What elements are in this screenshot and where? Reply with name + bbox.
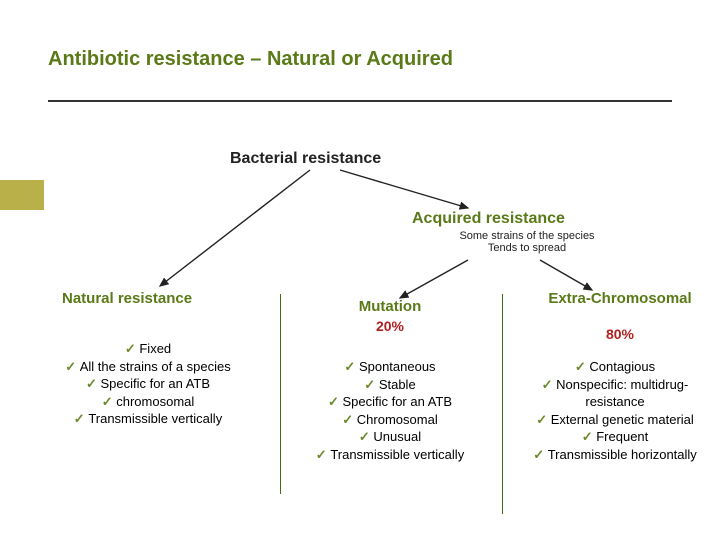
- list-item: Frequent: [520, 428, 710, 446]
- list-item: Transmissible vertically: [300, 446, 480, 464]
- list-item: Specific for an ATB: [38, 375, 258, 393]
- acquired-sub1: Some strains of the species: [459, 230, 594, 242]
- list-item: Specific for an ATB: [300, 393, 480, 411]
- list-item: Transmissible vertically: [38, 410, 258, 428]
- acquired-subtitle: Some strains of the species Tends to spr…: [412, 230, 642, 254]
- list-item: Stable: [300, 376, 480, 394]
- list-item: Unusual: [300, 428, 480, 446]
- page-title: Antibiotic resistance – Natural or Acqui…: [48, 48, 453, 71]
- acquired-heading: Acquired resistance: [412, 210, 565, 228]
- list-item: All the strains of a species: [38, 358, 258, 376]
- mutation-list: Spontaneous Stable Specific for an ATB C…: [300, 358, 480, 463]
- mutation-heading: Mutation: [330, 298, 450, 315]
- root-node: Bacterial resistance: [230, 150, 381, 168]
- acquired-sub2: Tends to spread: [488, 242, 566, 254]
- list-item: Nonspecific: multidrug-resistance: [520, 376, 710, 411]
- list-item: chromosomal: [38, 393, 258, 411]
- list-item: External genetic material: [520, 411, 710, 429]
- mutation-pct: 20%: [330, 318, 450, 334]
- list-item: Spontaneous: [300, 358, 480, 376]
- list-item: Fixed: [38, 340, 258, 358]
- divider-1: [280, 294, 281, 494]
- natural-heading: Natural resistance: [62, 290, 192, 307]
- list-item: Chromosomal: [300, 411, 480, 429]
- accent-bar: [0, 180, 44, 210]
- natural-list: Fixed All the strains of a species Speci…: [38, 340, 258, 428]
- list-item: Transmissible horizontally: [520, 446, 710, 464]
- divider-2: [502, 294, 503, 514]
- extra-heading: Extra-Chromosomal: [540, 290, 700, 307]
- extra-pct: 80%: [540, 326, 700, 342]
- extra-list: Contagious Nonspecific: multidrug-resist…: [520, 358, 710, 463]
- list-item: Contagious: [520, 358, 710, 376]
- title-underline: [48, 100, 672, 102]
